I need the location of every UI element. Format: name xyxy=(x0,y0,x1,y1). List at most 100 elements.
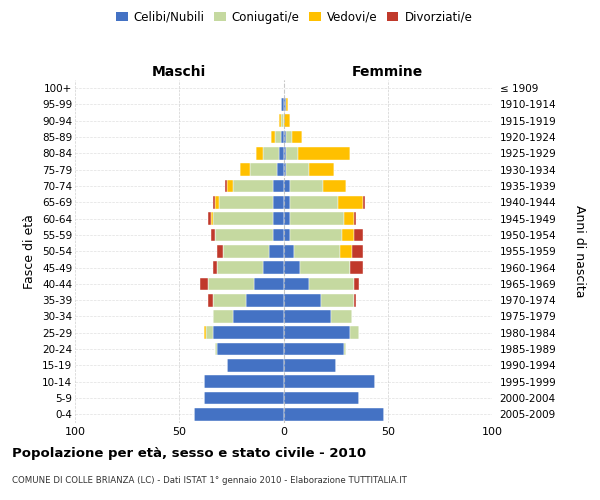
Bar xyxy=(286,164,308,176)
Bar xyxy=(284,392,359,404)
Bar xyxy=(290,228,342,241)
Bar xyxy=(355,278,359,290)
Bar xyxy=(194,408,284,420)
Bar xyxy=(215,342,217,355)
Bar xyxy=(321,294,355,306)
Bar xyxy=(284,342,344,355)
Bar xyxy=(323,180,346,192)
Bar xyxy=(217,261,263,274)
Bar xyxy=(227,359,284,372)
Text: COMUNE DI COLLE BRIANZA (LC) - Dati ISTAT 1° gennaio 2010 - Elaborazione TUTTITA: COMUNE DI COLLE BRIANZA (LC) - Dati ISTA… xyxy=(12,476,407,485)
Bar xyxy=(281,98,284,111)
Bar xyxy=(292,130,302,143)
Bar xyxy=(280,147,284,160)
Bar xyxy=(284,408,383,420)
Bar xyxy=(212,294,246,306)
Bar xyxy=(219,196,273,208)
Bar xyxy=(340,245,352,258)
Bar xyxy=(208,212,211,225)
Bar xyxy=(212,326,284,339)
Text: Popolazione per età, sesso e stato civile - 2010: Popolazione per età, sesso e stato civil… xyxy=(12,448,366,460)
Bar xyxy=(284,212,290,225)
Bar xyxy=(277,164,284,176)
Bar xyxy=(298,147,350,160)
Bar xyxy=(284,114,290,127)
Bar xyxy=(273,180,284,192)
Bar xyxy=(363,196,365,208)
Bar xyxy=(212,261,217,274)
Bar xyxy=(338,196,363,208)
Bar xyxy=(284,130,286,143)
Bar xyxy=(233,180,273,192)
Bar xyxy=(355,212,356,225)
Bar xyxy=(284,261,300,274)
Bar xyxy=(284,326,350,339)
Bar xyxy=(204,392,284,404)
Bar xyxy=(200,278,208,290)
Bar xyxy=(269,245,284,258)
Text: Maschi: Maschi xyxy=(152,65,206,79)
Bar xyxy=(227,180,233,192)
Bar xyxy=(233,310,284,323)
Bar xyxy=(344,212,355,225)
Bar xyxy=(204,376,284,388)
Bar xyxy=(284,180,290,192)
Bar xyxy=(290,212,344,225)
Bar xyxy=(350,261,363,274)
Bar xyxy=(246,294,284,306)
Bar xyxy=(284,196,290,208)
Bar xyxy=(271,130,275,143)
Bar xyxy=(308,278,355,290)
Bar xyxy=(212,212,273,225)
Bar xyxy=(240,164,250,176)
Bar xyxy=(223,245,269,258)
Bar xyxy=(284,359,335,372)
Bar xyxy=(284,245,294,258)
Bar xyxy=(344,342,346,355)
Bar xyxy=(284,294,321,306)
Bar xyxy=(273,212,284,225)
Bar xyxy=(217,342,284,355)
Bar xyxy=(355,294,356,306)
Bar xyxy=(215,228,273,241)
Bar xyxy=(204,326,206,339)
Bar xyxy=(254,278,284,290)
Bar xyxy=(206,326,212,339)
Bar xyxy=(212,310,233,323)
Bar xyxy=(211,212,212,225)
Bar xyxy=(284,98,286,111)
Bar xyxy=(342,228,355,241)
Bar xyxy=(284,147,286,160)
Bar xyxy=(281,130,284,143)
Bar xyxy=(286,147,298,160)
Bar xyxy=(280,114,281,127)
Bar xyxy=(217,245,223,258)
Bar xyxy=(290,180,323,192)
Bar xyxy=(300,261,350,274)
Text: Femmine: Femmine xyxy=(352,65,424,79)
Bar xyxy=(284,376,375,388)
Bar xyxy=(284,278,308,290)
Bar xyxy=(352,245,363,258)
Bar xyxy=(284,310,331,323)
Legend: Celibi/Nubili, Coniugati/e, Vedovi/e, Divorziati/e: Celibi/Nubili, Coniugati/e, Vedovi/e, Di… xyxy=(111,6,477,28)
Bar xyxy=(284,228,290,241)
Bar xyxy=(215,196,219,208)
Bar xyxy=(225,180,227,192)
Bar xyxy=(250,164,277,176)
Bar xyxy=(284,164,286,176)
Bar xyxy=(263,261,284,274)
Bar xyxy=(294,245,340,258)
Bar xyxy=(281,114,284,127)
Bar xyxy=(211,228,215,241)
Bar xyxy=(286,98,287,111)
Bar xyxy=(273,228,284,241)
Y-axis label: Anni di nascita: Anni di nascita xyxy=(573,205,586,298)
Bar xyxy=(208,278,254,290)
Bar xyxy=(286,130,292,143)
Bar xyxy=(290,196,338,208)
Bar xyxy=(275,130,281,143)
Bar xyxy=(273,196,284,208)
Bar xyxy=(208,294,212,306)
Bar xyxy=(308,164,334,176)
